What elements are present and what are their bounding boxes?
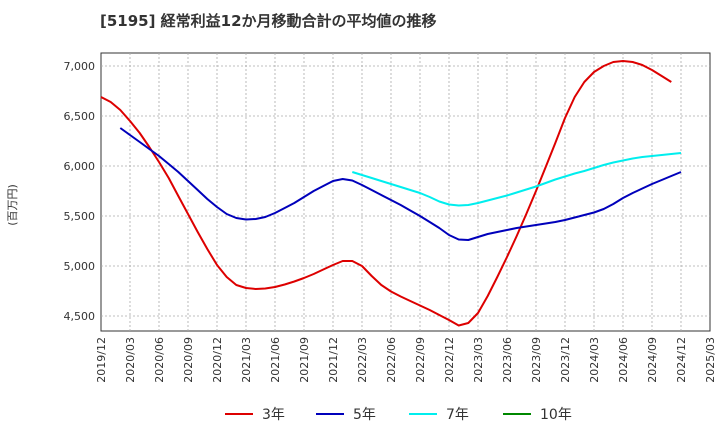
x-tick-label: 2024/12 (675, 337, 688, 383)
x-tick-label: 2019/12 (95, 337, 108, 383)
series-line-7年 (352, 152, 682, 207)
x-tick-label: 2020/06 (153, 337, 166, 383)
legend-label: 10年 (540, 407, 572, 423)
y-tick-label: 4,500 (64, 310, 96, 323)
y-tick-label: 5,500 (64, 210, 96, 223)
x-tick-label: 2023/12 (559, 337, 572, 383)
chart-title: [5195] 経常利益12か月移動合計の平均値の推移 (100, 12, 437, 30)
legend-label: 3年 (262, 407, 285, 423)
legend-label: 5年 (353, 407, 376, 423)
y-axis-label: (百万円) (6, 184, 19, 226)
x-tick-label: 2024/06 (617, 337, 630, 383)
y-tick-label: 7,000 (64, 60, 96, 73)
x-tick-label: 2022/12 (443, 337, 456, 383)
series-line-5年 (119, 127, 682, 241)
x-tick-label: 2022/06 (385, 337, 398, 383)
x-tick-label: 2023/03 (472, 337, 485, 383)
x-tick-label: 2021/06 (269, 337, 282, 383)
x-tick-label: 2023/06 (501, 337, 514, 383)
y-tick-label: 6,000 (64, 160, 96, 173)
x-tick-label: 2020/03 (124, 337, 137, 383)
x-tick-label: 2020/12 (211, 337, 224, 383)
x-tick-label: 2023/09 (530, 337, 543, 383)
x-tick-label: 2021/09 (298, 337, 311, 383)
series-line-3年 (100, 60, 672, 327)
x-tick-label: 2022/09 (414, 337, 427, 383)
x-tick-label: 2024/09 (646, 337, 659, 383)
x-tick-label: 2022/03 (356, 337, 369, 383)
x-tick-label: 2025/03 (704, 337, 717, 383)
legend-label: 7年 (446, 407, 469, 423)
x-tick-label: 2020/09 (182, 337, 195, 383)
x-tick-label: 2024/03 (588, 337, 601, 383)
y-tick-label: 5,000 (64, 260, 96, 273)
y-tick-label: 6,500 (64, 110, 96, 123)
x-tick-label: 2021/12 (327, 337, 340, 383)
plot-area (100, 52, 711, 332)
x-tick-label: 2021/03 (240, 337, 253, 383)
